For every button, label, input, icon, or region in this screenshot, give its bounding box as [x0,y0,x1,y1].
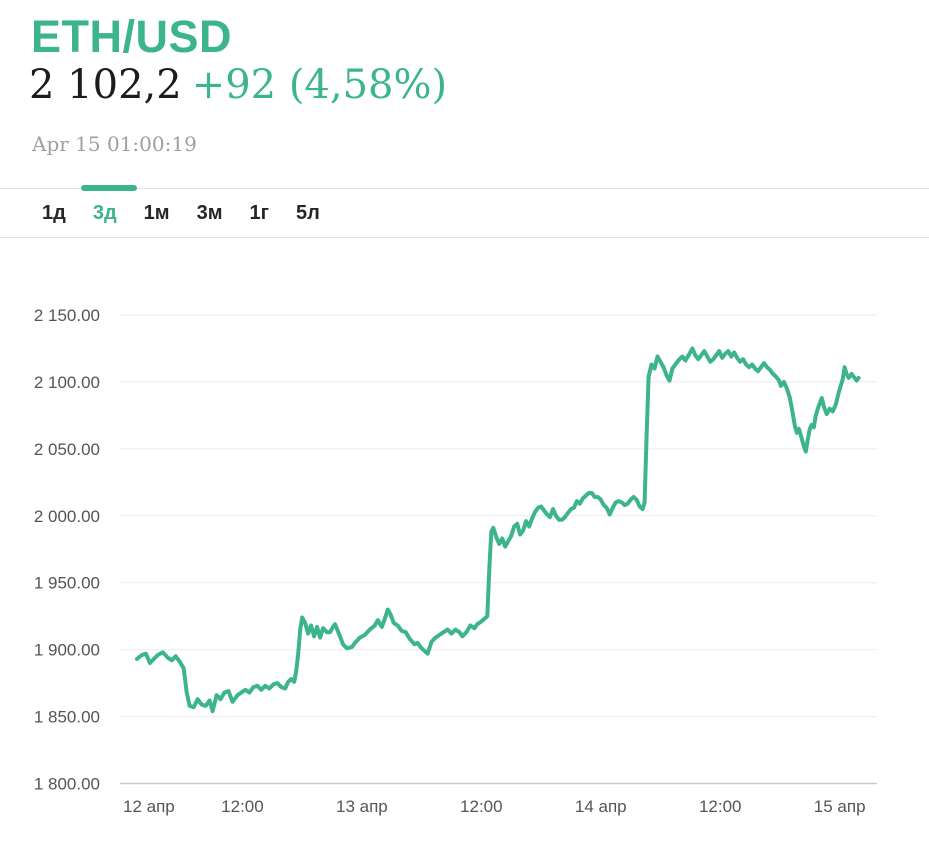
x-axis-tick-label: 15 апр [814,797,866,816]
tab-period-1d[interactable]: 1д [42,202,66,224]
pair-title: ETH/USD [31,11,233,62]
x-axis-tick-label: 12:00 [460,797,503,816]
x-axis-tick-label: 14 апр [575,797,627,816]
y-axis-tick-label: 1 950.00 [34,574,100,593]
y-axis-tick-label: 1 800.00 [34,775,100,794]
x-axis-tick-label: 13 апр [336,797,388,816]
price-line-series [134,346,861,714]
x-axis-tick-label: 12 апр [123,797,175,816]
tab-period-5y[interactable]: 5л [295,202,320,224]
y-axis-tick-label: 2 000.00 [34,507,100,526]
y-axis-tick-label: 2 150.00 [34,306,100,325]
period-tabbar: 1д 3д 1м 3м 1г 5л [0,185,929,238]
y-axis-tick-label: 1 900.00 [34,641,100,660]
y-axis-tick-label: 2 100.00 [34,373,100,392]
tab-period-1y[interactable]: 1г [249,202,269,224]
price-chart[interactable]: 2 150.00 2 100.00 2 050.00 2 000.00 1 950.00… [0,260,929,845]
y-axis-tick-label: 1 850.00 [34,708,100,727]
x-axis-tick-label: 12:00 [699,797,742,816]
current-price: 2 102,2 [29,62,182,108]
tab-period-1m[interactable]: 1м [143,202,170,224]
price-row: 2 102,2 +92 (4,58%) [29,62,447,108]
quote-timestamp: Apr 15 01:00:19 [32,132,197,156]
tab-period-3d[interactable]: 3д [92,202,117,224]
tab-period-3m[interactable]: 3м [196,202,223,224]
y-axis-tick-label: 2 050.00 [34,440,100,459]
x-axis-tick-label: 12:00 [221,797,264,816]
price-change: +92 (4,58%) [191,62,448,108]
active-tab-indicator [81,185,137,191]
